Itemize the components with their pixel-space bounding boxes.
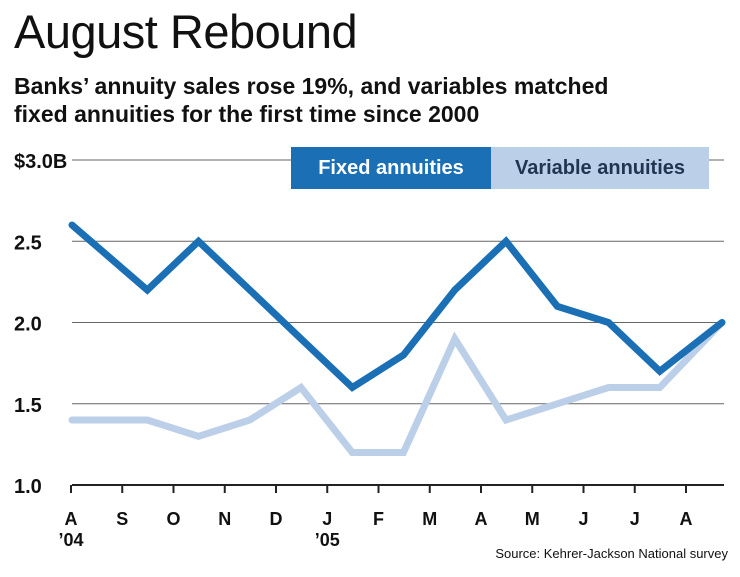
x-tick-label: S bbox=[116, 509, 128, 529]
series-line-variable bbox=[68, 319, 726, 456]
y-tick-label: 2.5 bbox=[14, 232, 42, 254]
y-tick-label: 1.5 bbox=[14, 395, 42, 417]
x-tick-label: A bbox=[65, 509, 78, 529]
legend-item-variable: Variable annuities bbox=[491, 147, 709, 189]
series-line-fixed bbox=[68, 221, 726, 392]
x-tick-label: J bbox=[630, 509, 640, 529]
x-tick-label: D bbox=[270, 509, 283, 529]
source-note: Source: Kehrer-Jackson National survey bbox=[495, 546, 728, 561]
x-year-label: ’05 bbox=[315, 530, 340, 550]
legend-item-fixed: Fixed annuities bbox=[291, 147, 491, 189]
x-tick-label: F bbox=[373, 509, 384, 529]
x-tick-label: M bbox=[422, 509, 437, 529]
x-tick-label: A bbox=[475, 509, 488, 529]
x-tick-label: M bbox=[525, 509, 540, 529]
x-tick-label: J bbox=[578, 509, 588, 529]
chart-title: August Rebound bbox=[14, 5, 358, 58]
y-tick-label: $3.0B bbox=[14, 151, 67, 173]
legend: Fixed annuities Variable annuities bbox=[291, 147, 709, 189]
subtitle-line-1: Banks’ annuity sales rose 19%, and varia… bbox=[14, 73, 609, 99]
legend-label-variable: Variable annuities bbox=[514, 156, 686, 179]
legend-label-fixed: Fixed annuities bbox=[318, 156, 464, 179]
x-tick-label: N bbox=[218, 509, 231, 529]
subtitle-line-2: fixed annuities for the first time since… bbox=[14, 101, 480, 127]
x-tick-label: J bbox=[322, 509, 332, 529]
y-tick-label: 1.0 bbox=[14, 476, 42, 498]
chart-subtitle: Banks’ annuity sales rose 19%, and varia… bbox=[14, 72, 724, 128]
x-tick-label: A bbox=[680, 509, 693, 529]
x-tick-label: O bbox=[166, 509, 180, 529]
x-year-label: ’04 bbox=[58, 530, 83, 550]
y-tick-label: 2.0 bbox=[14, 314, 42, 336]
